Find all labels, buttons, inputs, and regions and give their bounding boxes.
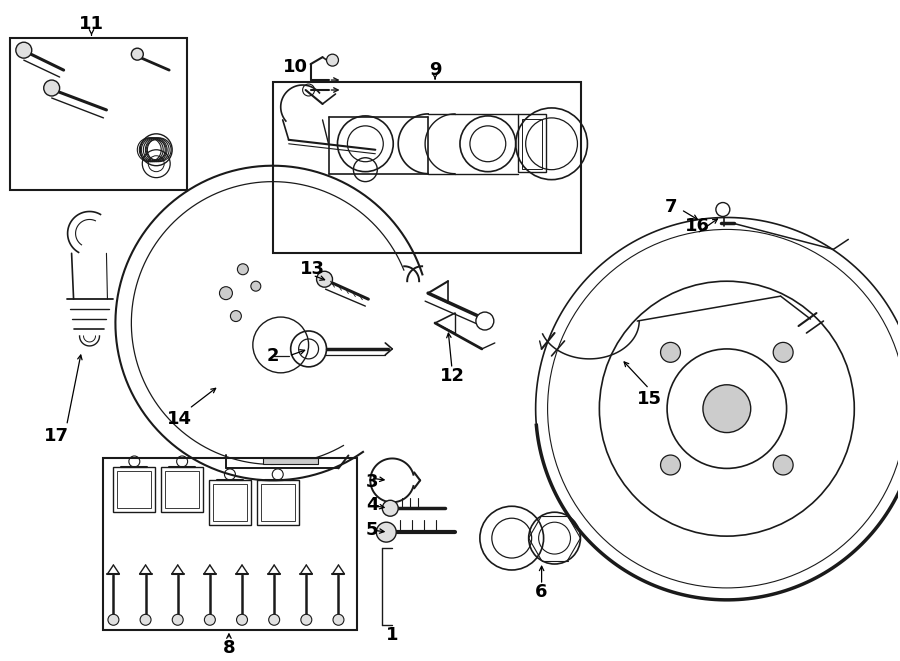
Circle shape bbox=[44, 80, 59, 96]
Circle shape bbox=[140, 614, 151, 625]
Bar bbox=[117, 471, 151, 508]
Circle shape bbox=[204, 614, 215, 625]
Bar bbox=[256, 481, 299, 525]
Circle shape bbox=[108, 614, 119, 625]
Circle shape bbox=[301, 614, 311, 625]
Circle shape bbox=[773, 342, 793, 362]
Text: 17: 17 bbox=[44, 426, 69, 445]
Text: 12: 12 bbox=[439, 367, 464, 385]
Bar bbox=[104, 459, 357, 630]
Text: 5: 5 bbox=[366, 521, 379, 539]
Circle shape bbox=[661, 342, 680, 362]
Bar bbox=[166, 471, 199, 508]
Circle shape bbox=[703, 385, 751, 432]
Circle shape bbox=[716, 202, 730, 217]
Bar bbox=[273, 82, 581, 253]
Circle shape bbox=[476, 312, 494, 330]
Bar bbox=[10, 38, 187, 190]
Text: 9: 9 bbox=[428, 61, 441, 79]
Bar bbox=[209, 481, 251, 525]
Bar bbox=[263, 459, 318, 465]
Circle shape bbox=[172, 614, 184, 625]
Text: 1: 1 bbox=[386, 626, 399, 644]
Circle shape bbox=[131, 48, 143, 60]
Circle shape bbox=[238, 264, 248, 275]
Circle shape bbox=[333, 614, 344, 625]
Circle shape bbox=[382, 500, 398, 516]
Circle shape bbox=[773, 455, 793, 475]
Circle shape bbox=[251, 281, 261, 291]
Circle shape bbox=[661, 455, 680, 475]
Bar bbox=[261, 485, 294, 521]
Circle shape bbox=[237, 614, 248, 625]
Text: 10: 10 bbox=[284, 58, 308, 76]
Bar bbox=[518, 114, 545, 172]
Text: 6: 6 bbox=[536, 583, 548, 601]
Text: 7: 7 bbox=[665, 198, 678, 215]
Text: 15: 15 bbox=[636, 390, 662, 408]
Circle shape bbox=[220, 287, 232, 299]
Text: 8: 8 bbox=[222, 639, 235, 656]
Text: 3: 3 bbox=[366, 473, 379, 491]
Circle shape bbox=[327, 54, 338, 66]
Text: 14: 14 bbox=[166, 410, 192, 428]
Bar bbox=[161, 467, 203, 512]
Bar bbox=[113, 467, 155, 512]
Text: 4: 4 bbox=[366, 496, 379, 514]
Bar bbox=[522, 119, 542, 169]
Circle shape bbox=[16, 42, 32, 58]
Circle shape bbox=[230, 311, 241, 321]
Text: 16: 16 bbox=[685, 217, 709, 235]
Bar bbox=[213, 485, 247, 521]
Text: 2: 2 bbox=[266, 347, 279, 365]
Text: 13: 13 bbox=[300, 260, 325, 278]
Circle shape bbox=[376, 522, 396, 542]
Circle shape bbox=[317, 271, 332, 287]
Circle shape bbox=[269, 614, 280, 625]
Text: 11: 11 bbox=[79, 15, 104, 33]
